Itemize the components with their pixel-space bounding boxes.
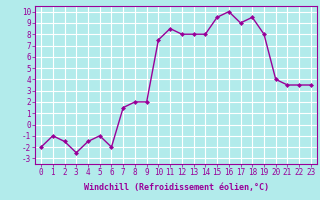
X-axis label: Windchill (Refroidissement éolien,°C): Windchill (Refroidissement éolien,°C) (84, 183, 268, 192)
